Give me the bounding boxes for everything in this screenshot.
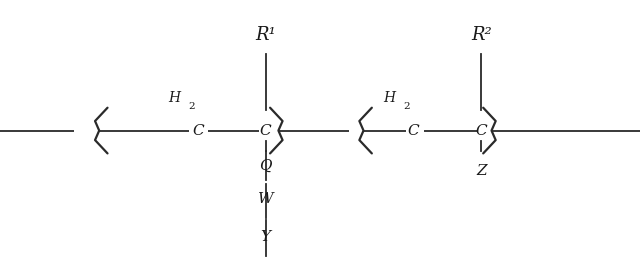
Text: Z: Z [476,164,486,178]
Text: C: C [476,123,487,138]
Text: R²: R² [471,26,492,44]
Text: H: H [383,91,395,105]
Text: W: W [258,191,273,206]
Text: H: H [168,91,180,105]
Text: R¹: R¹ [255,26,276,44]
Text: C: C [193,123,204,138]
Text: 2: 2 [403,101,410,111]
Text: Q: Q [259,159,272,173]
Text: Y: Y [260,230,271,244]
Text: 2: 2 [189,101,195,111]
Text: C: C [407,123,419,138]
Text: C: C [260,123,271,138]
